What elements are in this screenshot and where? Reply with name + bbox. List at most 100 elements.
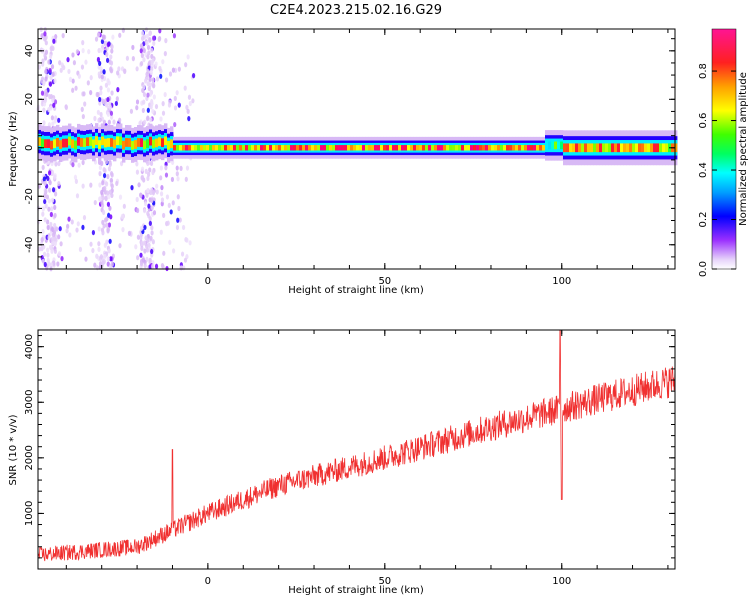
noise-cell <box>163 51 167 57</box>
band-cell <box>425 145 429 151</box>
noise-cell <box>165 194 170 200</box>
noise-cell <box>42 81 46 87</box>
noise-cell <box>114 100 118 107</box>
noise-cell <box>106 173 110 180</box>
noise-cell <box>58 226 62 232</box>
noise-cell <box>101 260 105 266</box>
noise-cell <box>43 261 47 268</box>
noise-cell <box>98 60 102 67</box>
noise-cell <box>102 209 106 216</box>
band-cell <box>509 145 513 151</box>
band-cell <box>77 136 81 146</box>
noise-cell <box>81 48 85 54</box>
noise-cell <box>188 240 192 246</box>
noise-cell <box>50 206 54 212</box>
noise-cell <box>43 198 47 205</box>
noise-cell <box>101 219 105 225</box>
noise-cell <box>98 171 102 177</box>
noise-cell <box>185 165 190 171</box>
noise-cell <box>139 252 143 258</box>
band-cell <box>83 138 87 148</box>
band-cell <box>104 138 108 148</box>
colorbar: 0.0 0.2 0.4 0.6 0.8 Normalized spectral ampl… <box>698 28 749 277</box>
noise-cell <box>177 205 181 212</box>
spectrogram-cells <box>36 26 678 272</box>
noise-cell <box>103 167 107 174</box>
noise-cell <box>146 54 150 60</box>
band-cell <box>554 141 558 150</box>
noise-cell <box>48 67 52 74</box>
noise-cell <box>159 73 163 79</box>
noise-cell <box>93 262 97 268</box>
noise-cell <box>142 47 146 54</box>
band-cell <box>110 138 114 147</box>
noise-cell <box>95 253 99 259</box>
noise-cell <box>42 251 47 257</box>
band-cell <box>233 145 237 151</box>
band-cell <box>191 145 195 151</box>
noise-cell <box>135 169 140 175</box>
band-cell <box>158 137 162 147</box>
band-cell <box>488 145 492 151</box>
noise-cell <box>139 225 144 231</box>
noise-cell <box>140 35 145 42</box>
noise-cell <box>146 188 150 194</box>
band-cell <box>491 145 495 151</box>
noise-cell <box>136 234 141 240</box>
noise-cell <box>71 52 75 58</box>
noise-cell <box>180 251 185 257</box>
noise-cell <box>97 71 101 77</box>
band-cell <box>386 145 390 151</box>
noise-cell <box>106 261 110 267</box>
spectrogram-xlabel: Height of straight line (km) <box>288 285 424 296</box>
noise-cell <box>117 66 121 72</box>
noise-cell <box>86 80 90 86</box>
band-cell <box>476 145 480 151</box>
noise-cell <box>191 98 195 104</box>
colorbar-label: Normalized spectral amplitude <box>738 72 749 226</box>
band-cell <box>449 145 453 151</box>
noise-cell <box>143 224 147 231</box>
band-cell <box>356 145 360 151</box>
band-cell <box>215 145 219 151</box>
noise-cell <box>51 45 55 52</box>
x-tick-label: 50 <box>378 276 391 287</box>
noise-cell <box>107 166 112 172</box>
noise-cell <box>93 115 97 122</box>
noise-cell <box>105 51 109 58</box>
band-cell <box>176 145 180 151</box>
noise-cell <box>51 187 56 193</box>
noise-cell <box>101 98 105 104</box>
band-cell <box>599 143 603 153</box>
band-cell <box>545 141 549 150</box>
band-cell <box>290 145 294 151</box>
band-cell <box>377 145 381 151</box>
noise-cell <box>59 67 63 73</box>
noise-cell <box>107 222 112 228</box>
band-cell <box>614 143 618 153</box>
noise-cell <box>159 229 163 235</box>
noise-cell <box>155 183 159 189</box>
band-cell <box>638 143 642 153</box>
noise-cell <box>103 253 107 260</box>
noise-cell <box>147 242 151 248</box>
noise-cell <box>59 241 63 247</box>
noise-cell <box>74 178 78 184</box>
noise-cell <box>185 237 189 243</box>
noise-cell <box>109 60 114 66</box>
noise-cell <box>41 164 45 171</box>
noise-cell <box>168 239 172 245</box>
noise-cell <box>160 185 164 191</box>
noise-cell <box>104 82 109 88</box>
noise-cell <box>112 119 116 125</box>
band-cell <box>608 143 612 153</box>
band-cell <box>86 137 90 147</box>
noise-cell <box>48 244 53 250</box>
band-cell <box>431 145 435 151</box>
noise-cell <box>101 34 106 40</box>
band-cell <box>128 138 132 147</box>
noise-cell <box>41 229 45 235</box>
noise-cell <box>163 91 167 98</box>
band-cell <box>452 145 456 151</box>
band-cell <box>167 140 171 150</box>
